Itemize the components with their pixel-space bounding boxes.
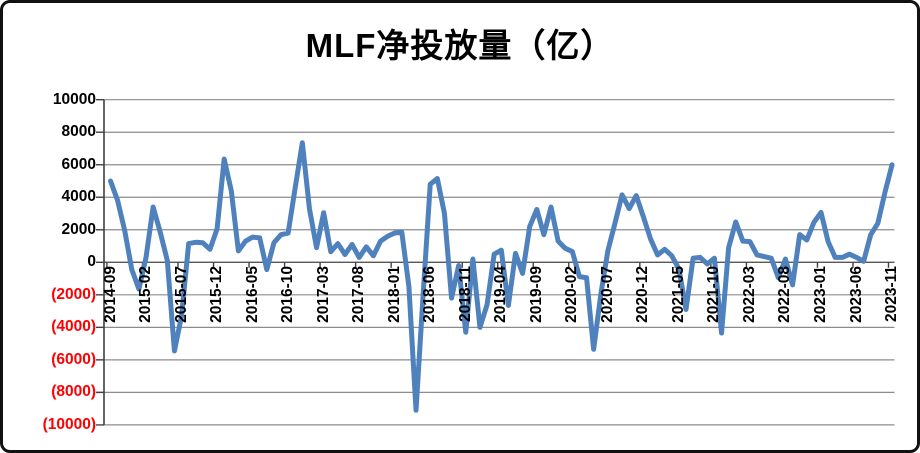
y-axis-tick-label: 4000 (61, 188, 96, 206)
y-axis-tick-label: 10000 (52, 90, 96, 108)
x-axis-tick-label: 2023-06 (847, 266, 865, 323)
x-axis-tick-label: 2020-12 (634, 266, 652, 323)
x-axis-tick-label: 2018-01 (385, 266, 403, 323)
x-axis-tick-label: 2021-05 (669, 266, 687, 323)
x-axis-tick-label: 2022-08 (776, 266, 794, 323)
x-axis-tick-label: 2023-01 (812, 266, 829, 323)
mlf-series-line (108, 140, 895, 413)
x-axis-tick-label: 2019-09 (527, 266, 545, 323)
y-axis-tick-label: (8000) (51, 383, 96, 401)
x-axis-tick-label: 2018-11 (456, 266, 474, 323)
x-axis-tick-label: 2016-10 (279, 266, 297, 323)
x-axis-tick-label: 2020-07 (598, 266, 616, 323)
y-axis-tick-label: 6000 (61, 155, 96, 173)
x-axis-tick-label: 2022-03 (740, 266, 758, 323)
x-axis-tick-label: 2015-12 (208, 266, 226, 323)
x-axis-tick-label: 2014-09 (101, 266, 119, 323)
y-axis-tick-label: (6000) (51, 350, 96, 368)
y-axis-tick-label: (4000) (51, 318, 96, 336)
x-axis-tick-label: 2020-02 (563, 266, 581, 323)
x-axis-tick-label: 2019-04 (492, 266, 510, 323)
y-axis-tick-label: (2000) (51, 285, 96, 303)
chart-title: MLF净投放量（亿） (305, 27, 615, 64)
x-axis-tick-label: 2017-08 (350, 266, 368, 323)
x-axis-tick-label: 2017-03 (314, 266, 332, 323)
x-axis-tick-label: 2018-06 (421, 266, 439, 323)
y-axis-tick-label: 2000 (61, 220, 96, 238)
line-chart-plot (96, 98, 895, 426)
x-axis-tick-label: 2023-11 (883, 266, 901, 323)
y-axis-tick-label: (10000) (42, 415, 96, 433)
x-axis-tick-label: 2015-02 (137, 266, 155, 323)
x-axis-tick-label: 2016-05 (243, 266, 261, 323)
x-axis-tick-label: 2015-07 (172, 266, 190, 323)
y-axis-tick-label: 8000 (61, 123, 96, 141)
y-axis-tick-label: 0 (87, 253, 96, 271)
x-axis-tick-label: 2021-10 (705, 266, 723, 323)
